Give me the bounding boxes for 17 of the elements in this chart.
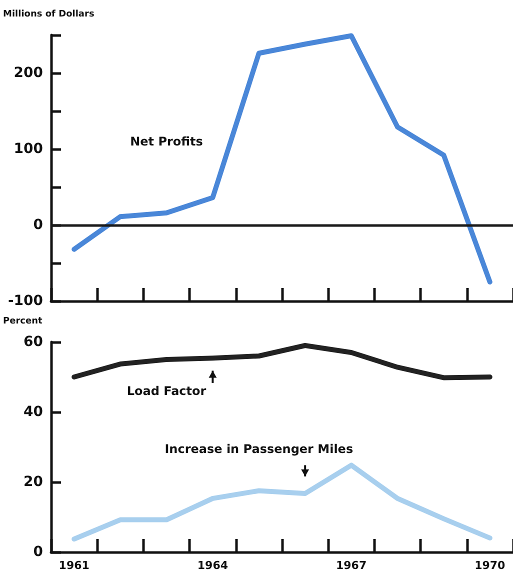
y-tick-label: 0 xyxy=(33,544,44,560)
x-tick-label: 1967 xyxy=(336,559,367,572)
y-tick-label: -100 xyxy=(8,293,44,309)
y-tick-label: 60 xyxy=(24,334,44,350)
y-axis-title: Percent xyxy=(3,316,43,326)
y-tick-label: 40 xyxy=(24,404,44,420)
y-tick-label: 100 xyxy=(14,141,44,157)
y-tick-label: 200 xyxy=(14,65,44,81)
text: Net Profits xyxy=(130,134,203,148)
x-tick-label: 1964 xyxy=(197,559,228,572)
series-label: Load Factor xyxy=(126,384,206,398)
x-tick-label: 1961 xyxy=(58,559,90,572)
x-tick-label: 1970 xyxy=(474,559,506,572)
y-axis-title: Millions of Dollars xyxy=(3,10,94,20)
series-label: Increase in Passenger Miles xyxy=(164,442,354,456)
y-tick-label: 20 xyxy=(24,474,44,490)
y-tick-label: 0 xyxy=(33,217,44,233)
